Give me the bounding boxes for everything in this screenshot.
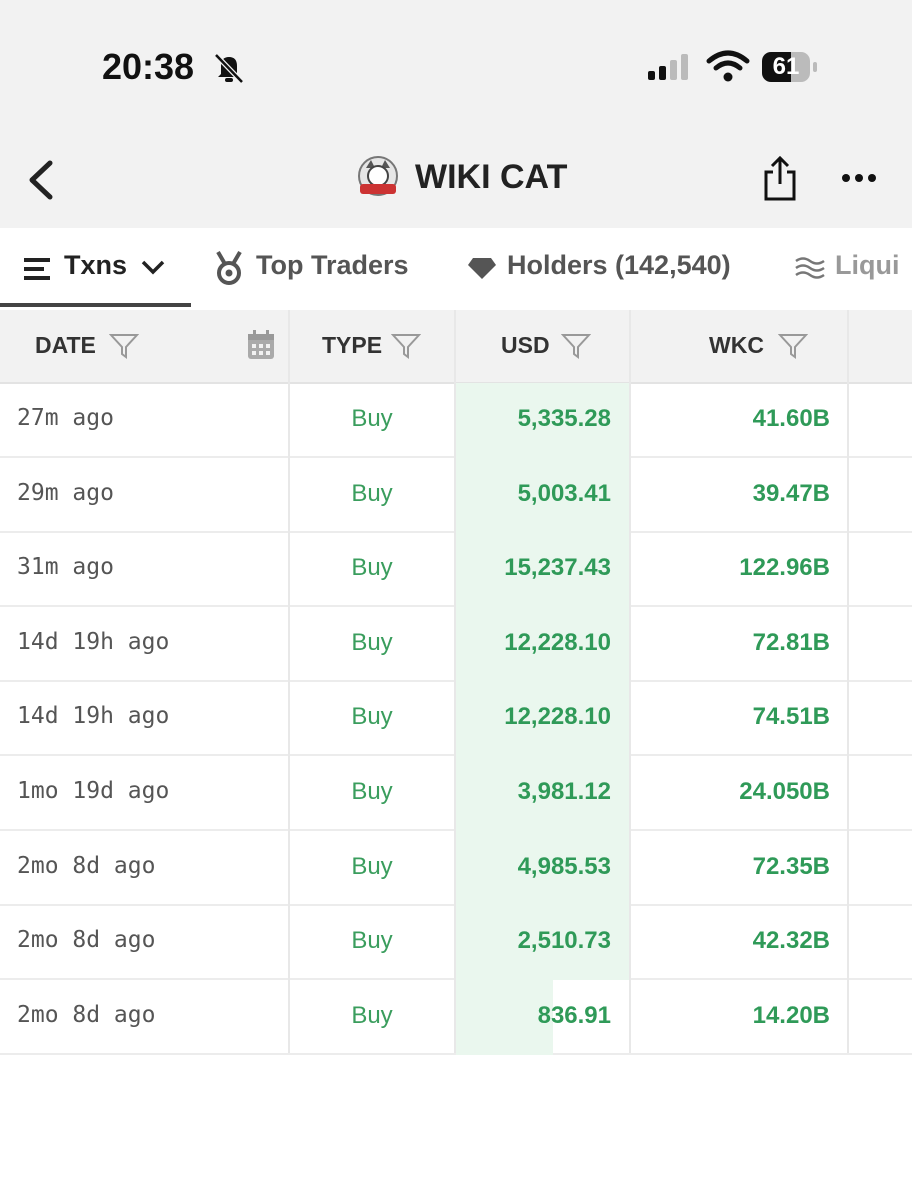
date-cell: 2mo 8d ago [17, 927, 156, 954]
type-cell: Buy [351, 405, 393, 432]
table-row[interactable]: 14d 19h ago Buy 12,228.10 72.81B [0, 606, 912, 682]
tab-txns[interactable]: Txns [64, 250, 128, 280]
table-row[interactable]: 29m ago Buy 5,003.41 39.47B [0, 457, 912, 533]
date-cell: 14d 19h ago [17, 703, 170, 730]
wkc-cell: 14.20B [752, 1001, 830, 1029]
share-button[interactable] [762, 154, 798, 202]
column-divider [629, 310, 631, 1053]
column-header[interactable]: TYPE [322, 332, 383, 358]
wkc-cell: 72.81B [752, 628, 830, 656]
type-cell: Buy [351, 778, 393, 805]
table-row[interactable]: 2mo 8d ago Buy 2,510.73 42.32B [0, 905, 912, 981]
bell-off-icon [214, 53, 244, 84]
usd-volume-bar [456, 457, 630, 533]
date-cell: 2mo 8d ago [17, 852, 156, 879]
usd-volume-bar [456, 979, 553, 1055]
table-row[interactable]: 2mo 8d ago Buy 4,985.53 72.35B [0, 830, 912, 906]
usd-volume-bar [456, 532, 630, 608]
token-logo [358, 156, 398, 196]
usd-cell: 4,985.53 [517, 852, 611, 880]
page-title: WIKI CAT [415, 158, 568, 196]
wkc-cell: 24.050B [739, 778, 830, 805]
calendar-icon[interactable] [247, 330, 275, 360]
column-header[interactable]: WKC [709, 332, 764, 358]
usd-cell: 12,228.10 [504, 703, 611, 731]
filter-icon[interactable] [391, 332, 421, 360]
list-icon [24, 258, 50, 280]
active-tab-indicator [0, 303, 191, 307]
column-header[interactable]: USD [501, 332, 550, 358]
date-cell: 1mo 19d ago [17, 778, 170, 804]
battery: 61 [762, 52, 822, 82]
tab-holders[interactable]: Holders (142,540) [507, 250, 731, 280]
usd-cell: 5,335.28 [517, 405, 611, 432]
diamond-icon [468, 258, 496, 279]
type-cell: Buy [351, 852, 393, 880]
wkc-cell: 72.35B [752, 852, 830, 880]
status-time: 20:38 [102, 46, 195, 87]
filter-icon[interactable] [561, 332, 591, 360]
filter-icon[interactable] [109, 332, 139, 360]
filter-icon[interactable] [778, 332, 808, 360]
dropdown-icon [141, 260, 165, 275]
type-cell: Buy [351, 927, 393, 955]
date-cell: 14d 19h ago [17, 628, 170, 655]
column-divider [288, 310, 290, 1053]
wkc-cell: 122.96B [739, 554, 830, 582]
wkc-cell: 41.60B [752, 405, 830, 432]
battery-tip [813, 62, 817, 72]
medal-icon [216, 250, 242, 285]
usd-cell: 836.91 [537, 1001, 611, 1029]
wkc-cell: 42.32B [752, 927, 830, 955]
back-button[interactable] [26, 160, 56, 200]
table-header: DATE TYPE USD WKC [0, 310, 912, 384]
type-cell: Buy [351, 554, 393, 582]
wifi-icon [706, 50, 750, 82]
type-cell: Buy [351, 479, 393, 507]
usd-volume-bar [456, 383, 630, 458]
top-bar [0, 0, 912, 228]
wkc-cell: 39.47B [752, 479, 830, 507]
type-cell: Buy [351, 1001, 393, 1029]
tab-bar: Txns Top Traders Holders (142,540) Liqui [0, 228, 912, 308]
type-cell: Buy [351, 703, 393, 731]
usd-volume-bar [456, 606, 630, 682]
usd-volume-bar [456, 681, 630, 757]
tab-top-traders[interactable]: Top Traders [256, 250, 409, 280]
table-row[interactable]: 27m ago Buy 5,335.28 41.60B [0, 383, 912, 458]
wkc-cell: 74.51B [752, 703, 830, 731]
column-divider [847, 310, 849, 1053]
table-row[interactable]: 14d 19h ago Buy 12,228.10 74.51B [0, 681, 912, 757]
date-cell: 31m ago [17, 554, 114, 581]
column-divider [454, 310, 456, 1053]
date-cell: 2mo 8d ago [17, 1001, 156, 1028]
usd-volume-bar [456, 905, 630, 981]
usd-cell: 12,228.10 [504, 628, 611, 656]
usd-cell: 2,510.73 [517, 927, 611, 955]
waves-icon [795, 257, 825, 279]
date-cell: 29m ago [17, 479, 114, 506]
table-row[interactable]: 1mo 19d ago Buy 3,981.12 24.050B [0, 756, 912, 831]
usd-cell: 5,003.41 [517, 479, 611, 507]
more-button[interactable] [840, 170, 880, 186]
table-row[interactable]: 2mo 8d ago Buy 836.91 14.20B [0, 979, 912, 1055]
column-header[interactable]: DATE [35, 332, 96, 358]
tab-liquidity[interactable]: Liqui [835, 250, 900, 280]
usd-volume-bar [456, 830, 630, 906]
usd-cell: 3,981.12 [517, 778, 611, 805]
date-cell: 27m ago [17, 405, 114, 431]
signal-icon [648, 54, 688, 80]
usd-cell: 15,237.43 [504, 554, 611, 582]
usd-volume-bar [456, 756, 630, 831]
table-row[interactable]: 31m ago Buy 15,237.43 122.96B [0, 532, 912, 608]
battery-level: 61 [762, 52, 810, 82]
type-cell: Buy [351, 628, 393, 656]
